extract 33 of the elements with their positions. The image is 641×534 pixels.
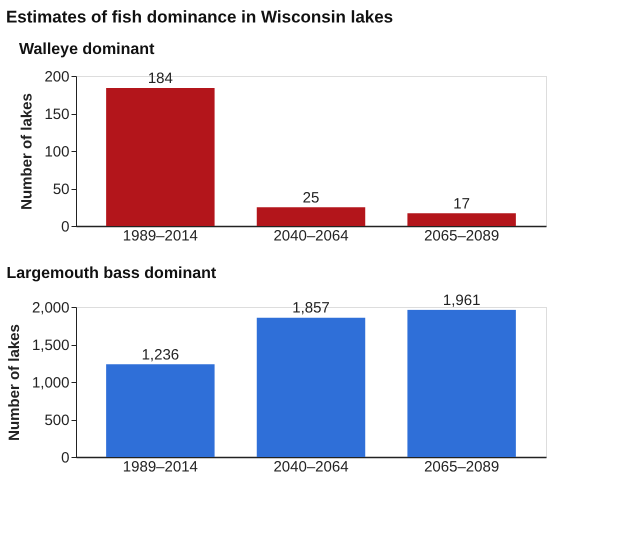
data-label: 1,857 <box>292 300 330 317</box>
y-tick-label: 1,000 <box>32 374 70 392</box>
bar <box>407 213 516 226</box>
y-tick-label: 0 <box>61 218 70 236</box>
data-label: 1,961 <box>442 292 480 309</box>
y-tick-label: 500 <box>44 412 70 429</box>
bar <box>106 364 215 457</box>
data-label: 17 <box>453 195 470 212</box>
y-tick-label: 2,000 <box>32 300 70 316</box>
bar <box>407 310 516 457</box>
data-label: 25 <box>302 189 320 206</box>
chart-subtitle: Walleye dominant <box>18 41 156 58</box>
x-tick-label: 2040–2064 <box>273 228 349 244</box>
y-tick-label: 150 <box>44 106 70 123</box>
x-tick-label: 1989–2014 <box>122 458 198 476</box>
chart-title: Estimates of fish dominance in Wisconsin lakes <box>6 8 394 26</box>
chart-title: Largemouth bass dominant <box>6 264 217 282</box>
bar <box>106 88 215 226</box>
y-tick-label: 200 <box>44 68 70 86</box>
x-tick-label: 2065–2089 <box>424 228 500 244</box>
y-axis-title: Number of lakes <box>18 93 36 210</box>
data-label: 184 <box>148 70 173 87</box>
bar <box>256 207 366 226</box>
y-tick-label: 100 <box>44 144 70 160</box>
y-tick-label: 0 <box>61 450 70 466</box>
x-tick-label: 2065–2089 <box>424 458 500 476</box>
data-label: 1,236 <box>142 346 180 364</box>
y-tick-label: 50 <box>52 181 70 198</box>
x-tick-label: 1989–2014 <box>122 228 198 244</box>
y-axis-title: Number of lakes <box>6 324 23 441</box>
y-tick-label: 1,500 <box>32 337 70 354</box>
x-tick-label: 2040–2064 <box>273 458 349 476</box>
bar <box>256 318 366 457</box>
